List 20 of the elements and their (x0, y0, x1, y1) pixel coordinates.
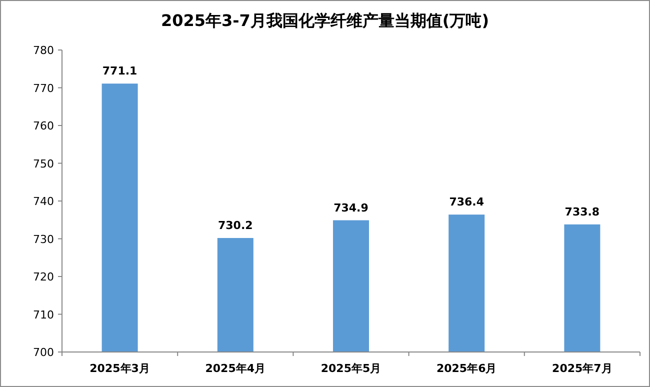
y-tick-label: 770 (33, 82, 54, 95)
y-tick-label: 760 (33, 120, 54, 132)
y-tick-label: 740 (33, 195, 54, 208)
x-tick-label: 2025年4月 (205, 362, 266, 375)
y-tick-label: 780 (33, 44, 54, 57)
y-tick-label: 730 (33, 232, 54, 246)
y-tick-label: 750 (33, 157, 54, 170)
y-tick-label: 710 (33, 308, 54, 322)
x-tick-label: 2025年6月 (436, 362, 497, 375)
data-label: 730.2 (218, 218, 253, 232)
x-tick-label: 2025年5月 (320, 362, 382, 375)
data-label: 736.4 (449, 196, 484, 209)
data-label: 733.8 (564, 205, 600, 218)
y-tick-label: 720 (33, 270, 54, 284)
x-tick-label: 2025年7月 (552, 362, 612, 375)
chart-title: 2025年3-7月我国化学纤维产量当期值(万吨) (160, 11, 490, 30)
data-label: 771.1 (102, 64, 138, 78)
y-tick-label: 700 (33, 346, 54, 359)
x-tick-label: 2025年3月 (90, 362, 150, 375)
data-label: 734.9 (334, 201, 368, 214)
